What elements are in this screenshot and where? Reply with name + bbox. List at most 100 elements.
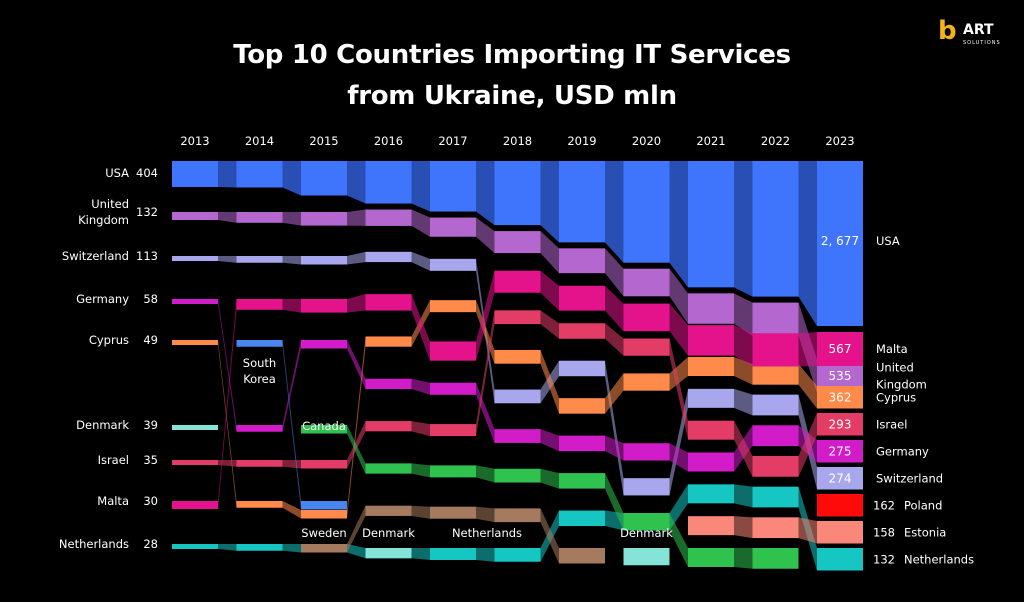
usa-bar-2022 <box>752 161 799 297</box>
right-label-israel: Israel <box>876 417 907 431</box>
bar-united-kingdom-2016 <box>365 209 412 226</box>
inline-label-south-korea-2014: South <box>243 356 276 370</box>
flow-sweden-2017 <box>476 506 495 523</box>
inline-label-netherlands-2017: Netherlands <box>452 526 522 540</box>
flow-switzerland-2020 <box>669 388 688 496</box>
year-label-2021: 2021 <box>696 134 725 148</box>
flow-cyprus-2014 <box>282 501 301 519</box>
bar-germany-2013 <box>172 299 218 304</box>
usa-bar-2019 <box>559 161 605 243</box>
bar-malta-2017 <box>430 341 476 361</box>
flow-malta-2021 <box>734 325 753 367</box>
year-label-2019: 2019 <box>567 134 596 148</box>
flow-netherlands-2015 <box>347 544 366 559</box>
bar-estonia-2021 <box>688 516 734 536</box>
chart-title-line2: from Ukraine, USD mln <box>347 81 677 111</box>
chart-title: Top 10 Countries Importing IT Services f… <box>0 35 1024 117</box>
bar-united-kingdom-2019 <box>559 248 605 274</box>
left-value-cyprus: 49 <box>143 333 158 347</box>
flow-canada-2015 <box>347 425 366 474</box>
left-label-cyprus: Cyprus <box>89 333 129 347</box>
inline-labels: South Korea Canada Sweden Denmark Netherlands… <box>243 356 673 540</box>
flow-malta-2018 <box>540 270 559 311</box>
bar-germany-2020 <box>623 443 670 461</box>
flow-malta-2016 <box>411 294 430 361</box>
flow-united-kingdom-2017 <box>476 217 495 254</box>
left-label-switzerland: Switzerland <box>62 249 129 263</box>
bar-denmark-2020 <box>623 548 670 566</box>
flow-cyprus-2022 <box>798 363 817 409</box>
flow-germany-2018 <box>540 429 559 452</box>
flow-germany-2019 <box>605 435 624 461</box>
bar-canada-2016 <box>365 463 412 474</box>
flow-united-kingdom-2020 <box>669 268 688 324</box>
bar-switzerland-2022 <box>752 394 799 416</box>
right-value-poland: 162 <box>873 498 895 512</box>
bar-cyprus-2020 <box>623 373 670 391</box>
left-value-germany: 58 <box>143 292 158 306</box>
right-value-germany: 275 <box>829 444 852 458</box>
left-label-malta: Malta <box>97 494 129 508</box>
bar-united-kingdom-2013 <box>172 212 218 220</box>
bar-cyprus-2022 <box>752 363 799 385</box>
left-value-usa: 404 <box>136 166 158 180</box>
art-solutions-logo: b ART SOLUTIONS <box>938 16 1000 46</box>
bar-sweden-2018 <box>494 508 541 523</box>
flow-canada-2018 <box>540 468 559 489</box>
bar-cyprus-2021 <box>688 357 734 377</box>
bar-malta-2018 <box>494 270 541 293</box>
usa-bar-2017 <box>430 161 476 212</box>
flow-germany-2015 <box>347 340 366 390</box>
bar-germany-2014 <box>236 425 283 432</box>
flow-canada-2016 <box>411 463 430 478</box>
usa-flow-2018 <box>540 161 559 243</box>
right-label-estonia: Estonia <box>904 525 946 539</box>
usa-bar-2018 <box>494 161 541 226</box>
bar-denmark-2016 <box>365 548 412 559</box>
left-value-united-kingdom: 132 <box>136 205 158 219</box>
bar-cyprus-2023 <box>817 386 863 409</box>
bar-netherlands-2014 <box>236 544 283 551</box>
flow-malta-2013 <box>218 299 237 509</box>
bars-layer <box>172 209 863 571</box>
right-value-netherlands: 132 <box>873 552 895 566</box>
bar-germany-2017 <box>430 382 476 395</box>
bar-israel-2021 <box>688 420 734 440</box>
bar-switzerland-2020 <box>623 478 670 496</box>
right-value-switzerland: 274 <box>829 471 852 485</box>
left-label-usa: USA <box>105 166 129 180</box>
right-label-malta: Malta <box>876 342 908 356</box>
bar-south-korea-2014 <box>236 340 283 347</box>
bar-malta-2023 <box>817 332 863 366</box>
bar-switzerland-2013 <box>172 256 218 261</box>
bar-netherlands-2019 <box>559 510 605 527</box>
right-label-switzerland: Switzerland <box>876 471 943 485</box>
bar-switzerland-2015 <box>301 256 347 265</box>
flow-united-kingdom-2014 <box>282 212 301 226</box>
flow-canada-2017 <box>476 465 495 483</box>
flow-malta-2017 <box>476 270 495 361</box>
bar-germany-2022 <box>752 425 799 447</box>
bar-canada-2020 <box>623 513 670 531</box>
flow-sweden-2018 <box>540 508 559 564</box>
bar-switzerland-2017 <box>430 258 476 271</box>
bar-malta-2015 <box>301 299 347 313</box>
flows-layer <box>218 209 817 571</box>
right-label-germany: Germany <box>876 444 929 458</box>
flow-canada-2021 <box>734 548 753 569</box>
bar-united-kingdom-2014 <box>236 212 283 223</box>
flow-united-kingdom-2013 <box>218 212 237 223</box>
bar-switzerland-2014 <box>236 256 283 263</box>
flow-malta-2019 <box>605 285 624 332</box>
left-labels: USA 404 United Kingdom 132 Switzerland 113 Germ… <box>59 166 158 551</box>
bar-netherlands-2017 <box>430 548 476 560</box>
bar-malta-2022 <box>752 333 799 367</box>
bar-germany-2023 <box>817 440 863 463</box>
bar-malta-2019 <box>559 285 605 311</box>
bar-sweden-2016 <box>365 505 412 516</box>
bar-canada-2018 <box>494 468 541 483</box>
right-label-poland: Poland <box>904 498 942 512</box>
inline-label-canada-2015: Canada <box>302 419 346 433</box>
year-label-2018: 2018 <box>503 134 532 148</box>
bar-united-kingdom-2020 <box>623 268 670 297</box>
